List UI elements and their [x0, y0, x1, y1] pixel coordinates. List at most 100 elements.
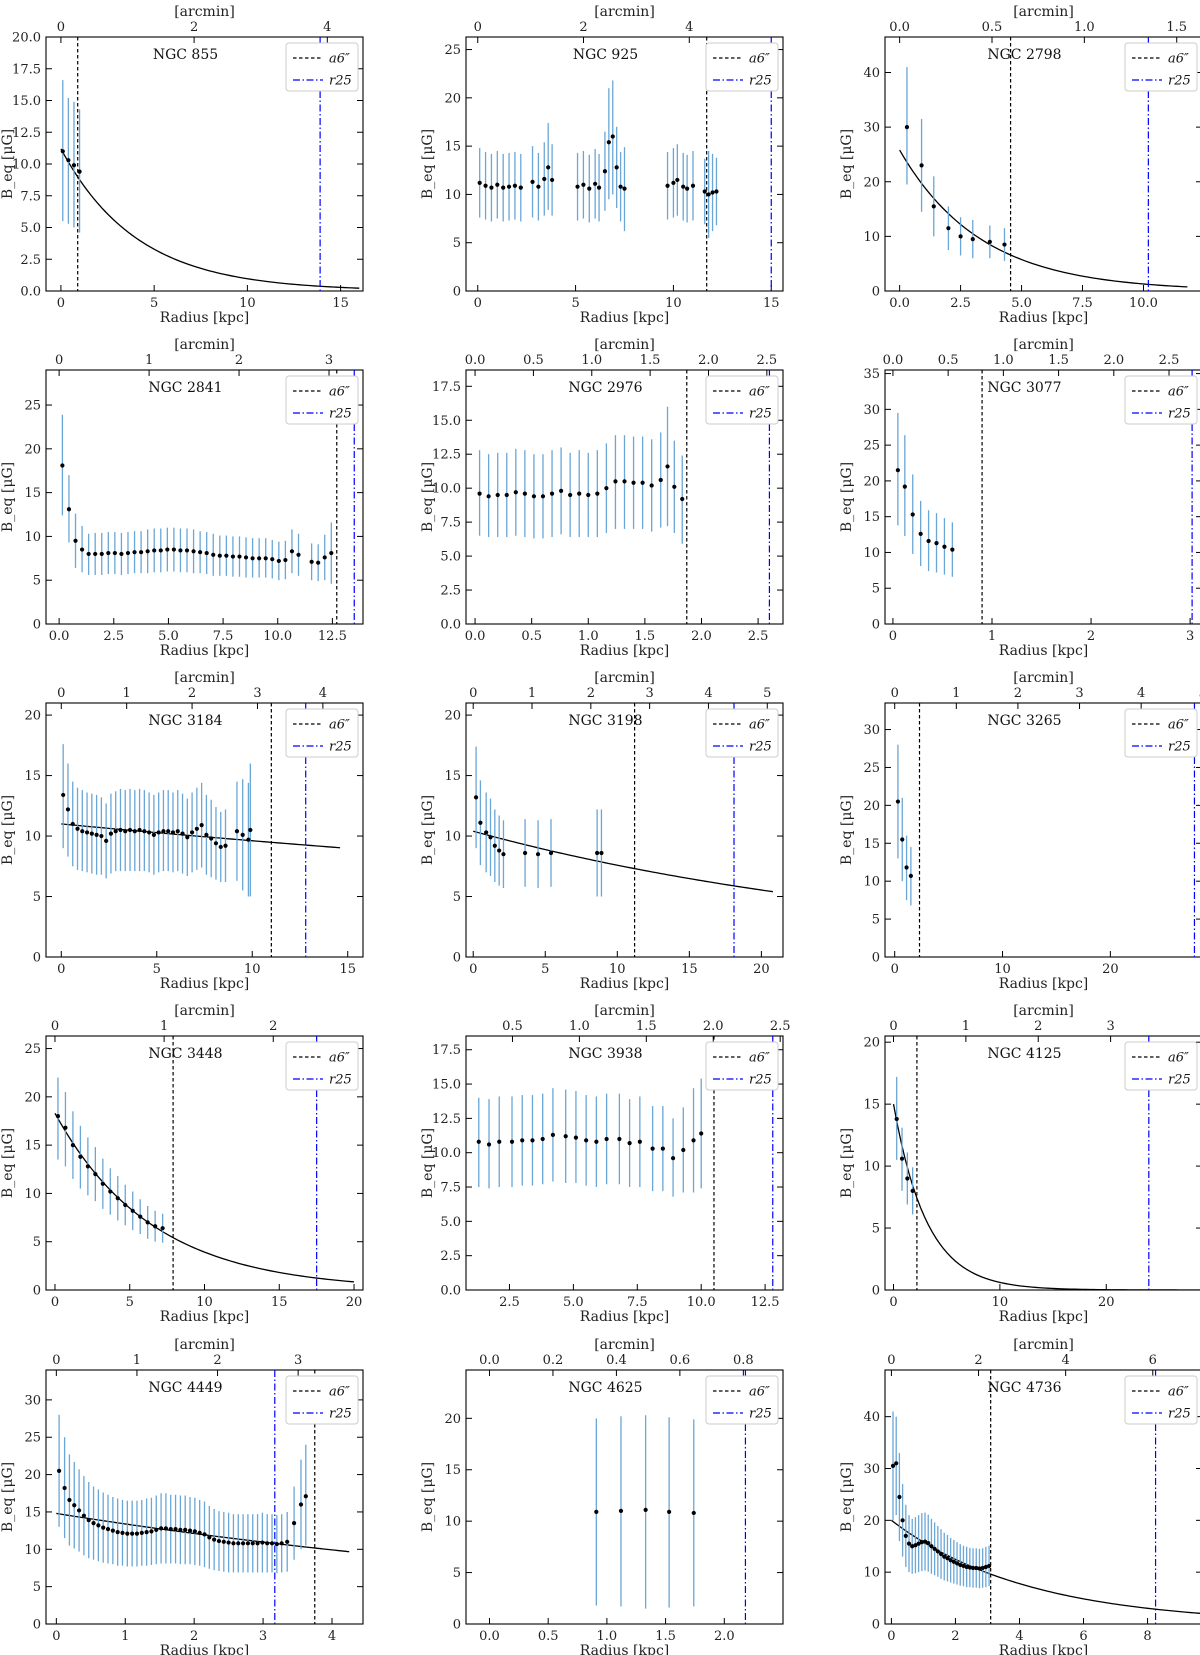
chart-10-point-10 [123, 1202, 128, 1208]
chart-5-top-tick-label: 1.5 [640, 353, 661, 368]
chart-7-point-2 [65, 807, 71, 812]
chart-15-ytick-label: 40 [863, 1410, 880, 1425]
chart-2-point-31 [702, 189, 707, 194]
chart-4: 0.0 2.5 5.0 7.5 10.0 12.5 0 5 10 15 20 25 0 1 2 3 [arcmi… [0, 337, 364, 659]
chart-14-legend-label-a6: a6″ [749, 1385, 770, 1400]
chart-12-legend: a6″r25 [1124, 1041, 1198, 1091]
chart-13-xtick-label: 2 [190, 1629, 198, 1644]
chart-1-ytick-label: 10.0 [12, 158, 41, 173]
chart-8-point-4 [488, 835, 493, 840]
chart-9-point-1 [895, 799, 901, 804]
chart-9-top-tick-label: 2 [1014, 686, 1022, 701]
chart-6-point-1 [895, 468, 900, 473]
chart-14: 0.0 0.5 1.0 1.5 2.0 0 5 10 15 20 0.0 0.2 0.4 0.6 0.8 [a… [420, 1337, 784, 1655]
chart-8-legend-label-a6: a6″ [749, 718, 770, 733]
chart-2-ylabel: B_eq [μG] [420, 129, 436, 199]
chart-7-top-tick-label: 2 [188, 686, 196, 701]
chart-14-xtick-label: 2.0 [714, 1629, 735, 1644]
chart-3-top-tick-label: 0.5 [982, 20, 1003, 35]
chart-14-xtick-label: 0.0 [479, 1629, 500, 1644]
chart-6-xlabel: Radius [kpc] [999, 643, 1089, 659]
chart-4-point-27 [230, 554, 236, 559]
chart-1-legend-frame [285, 42, 359, 92]
chart-5-legend-label-r25: r25 [749, 407, 772, 422]
chart-3-point-3 [931, 204, 936, 209]
chart-7-point-18 [142, 829, 147, 834]
chart-10-point-4 [78, 1154, 83, 1159]
chart-11-legend-label-a6: a6″ [749, 1051, 770, 1066]
chart-7: 0 5 10 15 0 5 10 15 20 0 1 2 3 4 [arcmin] Radius [kpc] B… [0, 670, 364, 992]
chart-14-point-1 [594, 1509, 599, 1515]
chart-7-point-39 [248, 827, 253, 833]
chart-3-xtick-label: 7.5 [1072, 296, 1093, 311]
chart-7-legend-frame [285, 708, 359, 758]
chart-3-xtick-label: 10.0 [1129, 296, 1158, 311]
chart-8-point-7 [501, 852, 506, 857]
chart-9-title: NGC 3265 [987, 713, 1061, 729]
chart-5-point-8 [540, 494, 546, 499]
chart-13-point-45 [269, 1541, 275, 1546]
chart-7-point-31 [204, 832, 209, 837]
chart-6-top-tick-label: 0.5 [938, 353, 959, 368]
chart-3-top-tick-label: 0.0 [889, 20, 910, 35]
chart-13-point-27 [183, 1527, 188, 1532]
chart-11-ytick-label: 0.0 [440, 1284, 461, 1299]
chart-8-top-tick-label: 0 [469, 686, 477, 701]
chart-12-top-tick-label: 3 [1106, 1019, 1114, 1034]
chart-6-xtick-label: 0 [889, 629, 897, 644]
chart-2-point-14 [575, 184, 580, 189]
chart-5-top-tick-label: 1.0 [581, 353, 602, 368]
chart-9: 0 10 20 0 5 10 15 20 25 30 0 1 2 3 4 5 [arcmin] Radius [k… [839, 670, 1200, 992]
chart-13-point-26 [178, 1527, 183, 1532]
chart-5-point-2 [486, 494, 491, 499]
chart-1-xlabel: Radius [kpc] [160, 310, 250, 326]
chart-2-legend-label-a6: a6″ [749, 52, 770, 67]
chart-3-top-tick-label: 1.5 [1166, 20, 1187, 35]
chart-15-point-18 [945, 1556, 950, 1561]
chart-5-point-20 [649, 483, 654, 488]
chart-8-legend-label-r25: r25 [749, 740, 772, 755]
chart-13-point-37 [231, 1541, 236, 1546]
chart-2-point-12 [546, 165, 551, 170]
chart-5-point-16 [613, 479, 618, 484]
chart-10-ytick-label: 10 [24, 1187, 41, 1202]
chart-5-point-13 [586, 492, 591, 498]
chart-13-point-29 [192, 1529, 197, 1534]
chart-7-point-4 [75, 826, 80, 831]
chart-13-point-46 [274, 1541, 279, 1547]
chart-4-point-40 [322, 555, 327, 560]
chart-7-point-5 [80, 829, 85, 834]
chart-6-ytick-label: 10 [863, 546, 880, 561]
chart-1: 0 5 10 15 0.0 2.5 5.0 7.5 10.0 12.5 15.0 17.5 20.0 0 2… [0, 4, 364, 326]
chart-9-ytick-label: 0 [872, 951, 880, 966]
chart-12-point-3 [905, 1176, 910, 1181]
chart-14-ytick-label: 5 [453, 1566, 461, 1581]
chart-2-top-tick-label: 4 [685, 20, 693, 35]
chart-13-top-tick-label: 0 [52, 1353, 60, 1368]
chart-6-top-xlabel: [arcmin] [1013, 337, 1074, 353]
chart-8-top-tick-label: 2 [587, 686, 595, 701]
chart-7-top-xlabel: [arcmin] [174, 670, 235, 686]
chart-5-point-24 [680, 496, 685, 502]
chart-4-point-17 [165, 547, 170, 552]
chart-2-point-19 [602, 169, 608, 174]
chart-13-point-40 [245, 1541, 251, 1546]
chart-9-top-tick-label: 1 [952, 686, 960, 701]
chart-5-point-1 [477, 491, 482, 496]
chart-14-ytick-label: 15 [444, 1463, 461, 1478]
chart-8-ytick-label: 10 [444, 830, 461, 845]
chart-4-point-11 [125, 550, 131, 556]
chart-3-point-4 [946, 226, 951, 231]
chart-15-legend: a6″r25 [1124, 1375, 1198, 1425]
chart-15: 0 2 4 6 8 0 10 20 30 40 0 2 4 6 [arcmin] Radius [kpc] B_… [839, 1337, 1200, 1655]
chart-11-point-2 [486, 1142, 492, 1147]
chart-11-xlabel: Radius [kpc] [580, 1309, 670, 1325]
chart-15-title: NGC 4736 [987, 1380, 1061, 1396]
chart-9-top-xlabel: [arcmin] [1013, 670, 1074, 686]
chart-11-top-tick-label: 1.0 [569, 1019, 590, 1034]
chart-12-top-tick-label: 2 [1034, 1019, 1042, 1034]
chart-13-point-33 [212, 1537, 217, 1542]
chart-7-point-9 [99, 833, 104, 839]
chart-7-xtick-label: 0 [57, 962, 65, 977]
